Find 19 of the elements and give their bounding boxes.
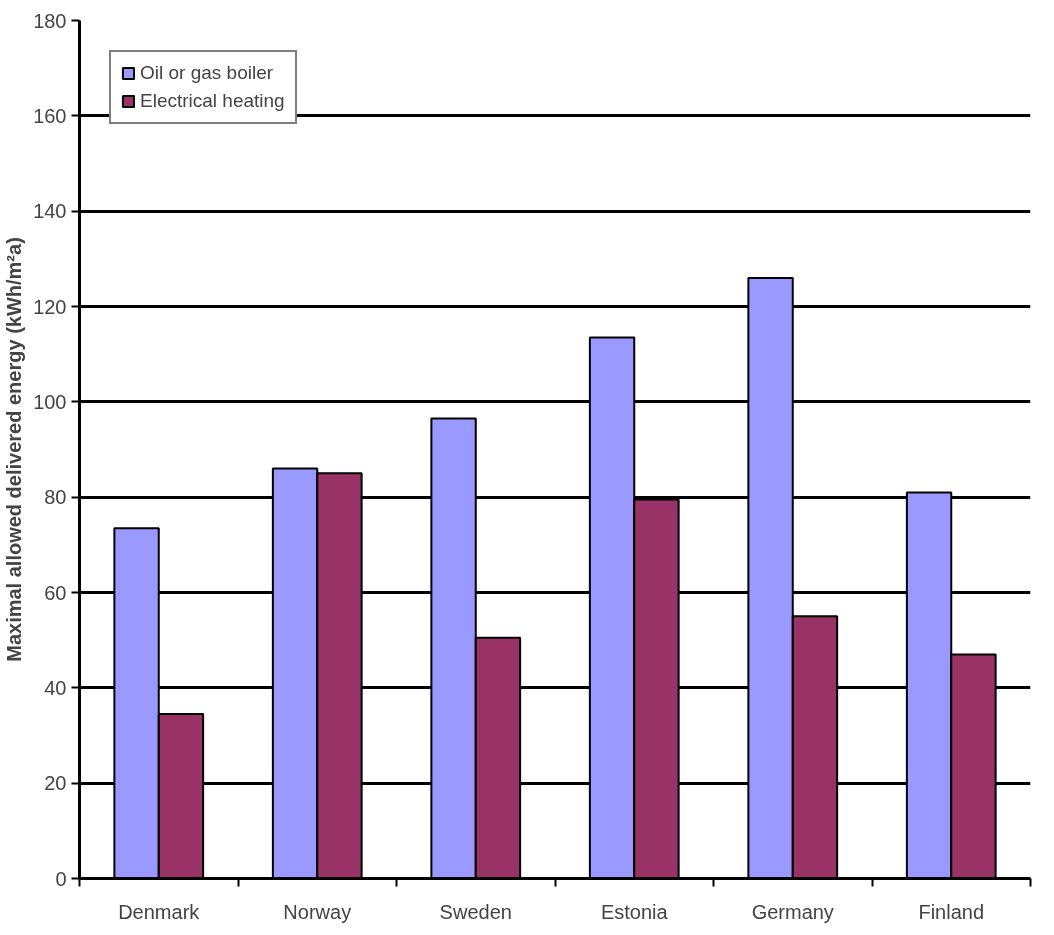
y-tick-label: 140 bbox=[33, 200, 67, 223]
y-tick-label: 0 bbox=[55, 867, 67, 890]
legend-label: Electrical heating bbox=[140, 90, 285, 112]
x-tick-label: Norway bbox=[283, 900, 352, 923]
legend-label: Oil or gas boiler bbox=[140, 62, 274, 84]
y-tick-label: 20 bbox=[44, 772, 67, 795]
y-tick-label: 160 bbox=[33, 104, 67, 127]
y-tick-label: 60 bbox=[44, 581, 67, 604]
x-tick-label: Germany bbox=[751, 900, 834, 923]
y-tick-label: 40 bbox=[44, 676, 67, 699]
y-axis-title: Maximal allowed delivered energy (kWh/m²a) bbox=[3, 237, 26, 662]
x-tick-label: Finland bbox=[918, 900, 985, 923]
y-tick-label: 100 bbox=[33, 390, 67, 413]
x-tick-label: Denmark bbox=[118, 900, 201, 923]
y-tick-label: 180 bbox=[33, 9, 67, 32]
y-tick-label: 120 bbox=[33, 295, 67, 318]
y-tick-label: 80 bbox=[44, 486, 67, 509]
x-tick-label: Sweden bbox=[439, 900, 512, 923]
x-tick-label: Estonia bbox=[600, 900, 669, 923]
